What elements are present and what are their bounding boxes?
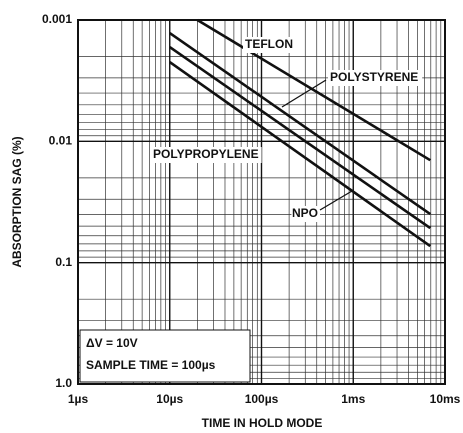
annotation: SAMPLE TIME = 100µs [86,358,216,372]
label-bg [243,37,297,53]
y-tick-label: 0.1 [55,255,72,269]
series-line [169,45,431,230]
x-tick-label: 10ms [430,392,461,406]
x-tick-label: 10µs [156,392,183,406]
series-label: NPO [292,206,318,220]
series-line [168,60,431,248]
plot-frame [77,19,446,385]
label-bg [328,70,423,86]
annotation: ΔV = 10V [86,336,138,350]
annotation-box [79,329,251,383]
x-tick-label: 100µs [245,392,279,406]
label-bg [151,147,262,163]
series-label: TEFLON [245,37,293,51]
label-arrow [319,190,353,211]
series-label: POLYSTYRENE [330,70,418,84]
series-line [196,18,431,162]
y-tick-label: 0.01 [49,134,73,148]
y-tick-label: 1.0 [55,376,72,390]
x-axis-label: TIME IN HOLD MODE [202,416,323,430]
y-axis-label: ABSORPTION SAG (%) [10,136,24,267]
series-line [169,31,431,216]
label-bg [291,206,320,222]
label-arrow [281,79,327,108]
y-tick-label: 0.001 [42,12,72,26]
x-tick-label: 1ms [341,392,365,406]
x-tick-label: 1µs [68,392,89,406]
series-label: POLYPROPYLENE [153,147,259,161]
